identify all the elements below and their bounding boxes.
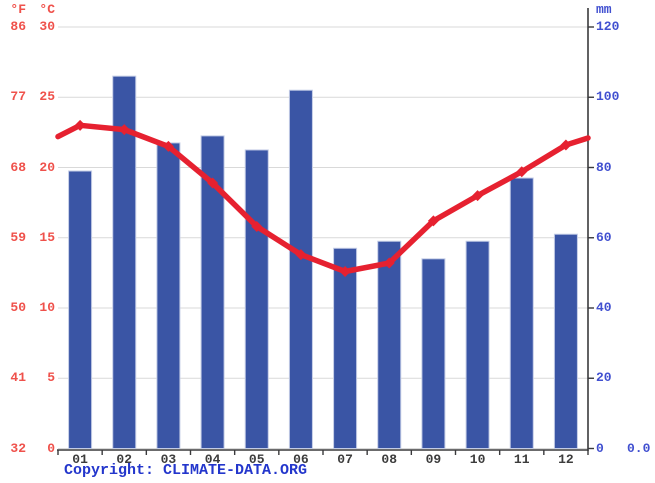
- mm-axis-tick-label: 40: [596, 300, 612, 315]
- c-axis-tick-label: 0: [47, 440, 55, 456]
- temperature-marker-04: [207, 177, 219, 189]
- month-label-04: 04: [204, 452, 221, 467]
- fahrenheit-axis-unit-label: °F: [10, 2, 26, 17]
- temperature-marker-12: [560, 139, 572, 151]
- temperature-line: [55, 122, 591, 275]
- month-label-05: 05: [248, 452, 265, 467]
- f-axis-tick-label: 50: [10, 300, 26, 315]
- mm-axis-tick-label: 0: [596, 440, 604, 456]
- month-label-09: 09: [425, 452, 442, 467]
- c-axis-tick-label: 20: [39, 159, 55, 175]
- precip-bar-09: [421, 258, 446, 450]
- month-label-07: 07: [337, 452, 353, 467]
- c-axis-tick-label: 15: [39, 229, 55, 245]
- c-axis-tick-label: 25: [39, 89, 55, 105]
- precip-bar-04: [200, 135, 225, 449]
- month-label-10: 10: [469, 452, 486, 467]
- precip-bar-08: [377, 240, 402, 449]
- month-label-01: 01: [72, 452, 88, 467]
- temperature-marker-02: [118, 124, 130, 136]
- f-axis-tick-label: 77: [10, 89, 26, 105]
- precip-bar-10: [465, 240, 490, 449]
- precip-bar-01: [68, 170, 93, 449]
- precip-bar-02: [112, 75, 137, 450]
- c-axis-tick-label: 30: [39, 19, 55, 34]
- temperature-marker-07: [339, 265, 351, 277]
- temperature-marker-10: [472, 190, 484, 202]
- precip-bar-05: [244, 149, 269, 449]
- mm-axis-tick-label: 120: [596, 19, 620, 34]
- mm-axis-tick-label: 20: [596, 370, 612, 386]
- f-axis-tick-label: 68: [10, 159, 26, 175]
- month-label-08: 08: [381, 452, 398, 467]
- mm-axis-tick-label: 60: [596, 229, 612, 245]
- copyright-text: Copyright: CLIMATE-DATA.ORG: [64, 462, 308, 479]
- mm-axis-unit-label: mm: [596, 2, 612, 17]
- f-axis-tick-label: 32: [10, 440, 26, 456]
- temperature-marker-11: [516, 166, 528, 178]
- temperature-marker-08: [383, 257, 395, 269]
- month-label-11: 11: [513, 452, 530, 467]
- temperature-marker-09: [427, 215, 439, 227]
- precip-bar-06: [288, 89, 313, 449]
- temperature-marker-01: [74, 119, 86, 131]
- f-axis-tick-label: 41: [10, 370, 26, 386]
- celsius-axis-unit-label: °C: [39, 2, 55, 17]
- precip-bar-11: [509, 177, 534, 449]
- temperature-marker-05: [251, 221, 263, 233]
- inches-zero-corner-label: 0.0: [627, 441, 651, 456]
- month-label-12: 12: [558, 452, 574, 467]
- temperature-marker-06: [295, 249, 307, 261]
- c-axis-tick-label: 10: [39, 300, 55, 315]
- month-label-03: 03: [160, 452, 177, 467]
- f-axis-tick-label: 59: [10, 229, 26, 245]
- precip-bar-12: [553, 233, 578, 449]
- c-axis-tick-label: 5: [47, 370, 55, 386]
- mm-axis-tick-label: 100: [596, 89, 620, 105]
- month-label-02: 02: [116, 452, 133, 467]
- month-label-06: 06: [293, 452, 309, 467]
- f-axis-tick-label: 86: [10, 19, 26, 34]
- temperature-marker-03: [162, 140, 174, 152]
- mm-axis-tick-label: 80: [596, 159, 612, 175]
- precip-bar-07: [333, 247, 358, 449]
- precip-bar-03: [156, 142, 181, 449]
